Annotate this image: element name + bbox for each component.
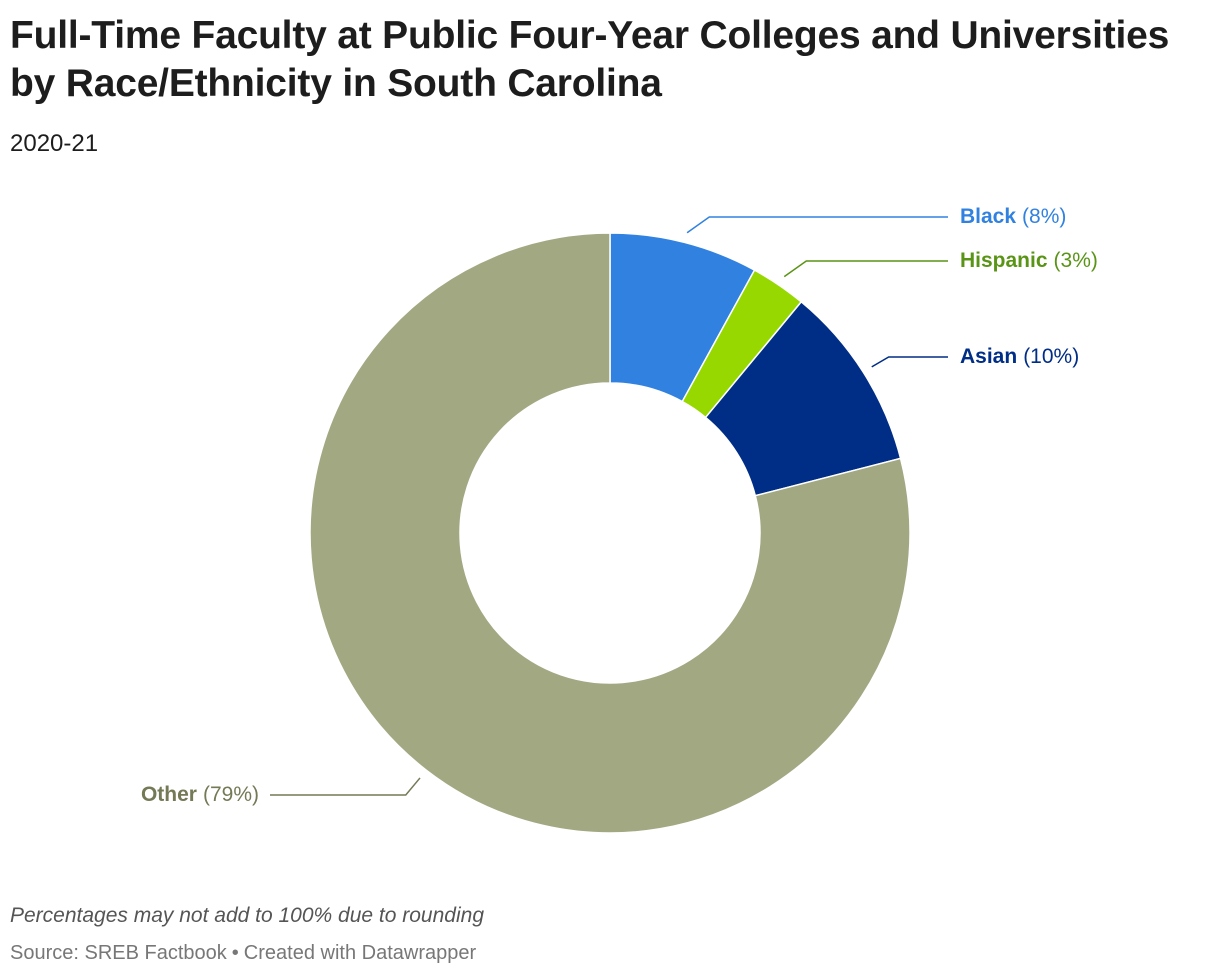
leader-line-hispanic — [783, 260, 948, 278]
slice-label-name-asian: Asian — [960, 345, 1017, 368]
slice-label-value-hispanic: (3%) — [1054, 249, 1098, 272]
credit-text: Created with Datawrapper — [243, 942, 477, 964]
slice-label-other: Other (79%) — [141, 783, 259, 806]
donut-slices — [309, 232, 911, 834]
chart-title: Full-Time Faculty at Public Four-Year Co… — [10, 14, 1170, 105]
slice-labels: Black (8%) Hispanic (3%) Asian (10%) Other (79%… — [141, 205, 1098, 806]
slice-label-name-hispanic: Hispanic — [960, 249, 1048, 272]
slice-label-asian: Asian (10%) — [960, 345, 1079, 368]
chart-footer: Source: SREB Factbook • Created with Dataw… — [10, 942, 476, 965]
footer-separator: • — [231, 942, 239, 964]
rounding-note: Percentages may not add to 100% due to r… — [10, 904, 484, 927]
leader-line-other — [270, 777, 421, 796]
slice-other — [309, 232, 911, 834]
slice-label-value-asian: (10%) — [1023, 345, 1079, 368]
slice-label-value-other: (79%) — [203, 783, 259, 806]
leader-line-black — [686, 216, 948, 234]
slice-label-hispanic: Hispanic (3%) — [960, 249, 1098, 272]
source-text: Source: SREB Factbook — [10, 942, 227, 964]
leader-line-asian — [871, 356, 948, 368]
slice-label-name-black: Black — [960, 205, 1016, 228]
label-leader-lines — [270, 216, 948, 796]
slice-label-black: Black (8%) — [960, 205, 1066, 228]
slice-label-value-black: (8%) — [1022, 205, 1066, 228]
chart-subtitle: 2020-21 — [10, 130, 99, 157]
slice-label-name-other: Other — [141, 783, 197, 806]
